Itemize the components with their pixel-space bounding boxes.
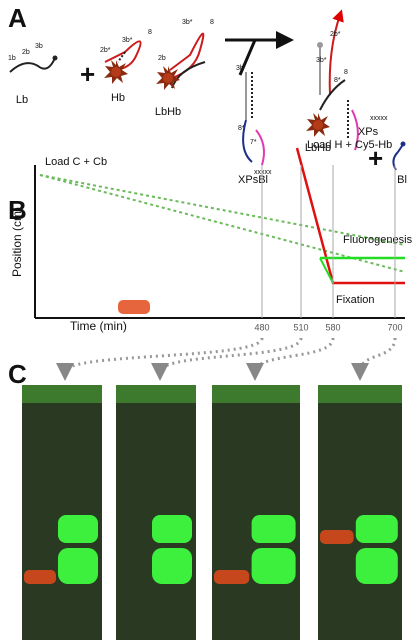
- domain-label: 3b: [236, 65, 244, 72]
- molecule-label: XPsBl: [238, 174, 268, 186]
- molecule-label: Lb: [16, 94, 28, 106]
- gel: [116, 385, 196, 640]
- domain-label: xxxxx: [254, 169, 272, 176]
- gel-band-red: [320, 530, 354, 544]
- domain-label: 2b*: [100, 47, 111, 54]
- domain-label: 8*: [334, 77, 341, 84]
- gel-well-band: [22, 385, 102, 403]
- molecule-label: Bl: [397, 174, 407, 186]
- annotation: Load C + Cb: [45, 156, 107, 168]
- annotation: Load H + Cy5-Hb: [307, 139, 392, 151]
- annotation: Fluorogenesis: [343, 234, 413, 246]
- x-axis-label: Time (min): [70, 319, 127, 333]
- gel-band-red: [214, 570, 250, 584]
- gel-band-red: [24, 570, 56, 584]
- domain-label: 8*: [238, 125, 245, 132]
- panel-label: C: [8, 359, 27, 389]
- y-axis-label: Position (cm): [10, 207, 24, 277]
- domain-label: 8: [210, 19, 214, 26]
- gel-well-band: [318, 385, 402, 403]
- domain-label: 1b: [8, 55, 16, 62]
- domain-label: 3b*: [316, 57, 327, 64]
- gel-well-band: [212, 385, 300, 403]
- molecule-label: Hb: [111, 92, 125, 104]
- gel-band-red: [118, 300, 150, 314]
- time-label: 580: [325, 322, 340, 332]
- molecule-label: LbHb: [155, 106, 181, 118]
- domain-label: 8: [148, 29, 152, 36]
- domain-label: 2b: [158, 55, 166, 62]
- plus-sign: +: [80, 59, 95, 89]
- panel-a-drawing: [9, 9, 406, 171]
- gel-band-green: [58, 515, 98, 543]
- gel-band-green: [58, 548, 98, 584]
- time-label: 510: [293, 322, 308, 332]
- gel-band-green: [355, 515, 398, 543]
- domain-label: 8: [344, 69, 348, 76]
- domain-label: 2b: [22, 49, 30, 56]
- gel-band-green: [152, 515, 192, 543]
- domain-label: 7*: [250, 139, 257, 146]
- annotation: Fixation: [336, 294, 375, 306]
- gel: [22, 385, 102, 640]
- domain-label: 3b*: [182, 19, 193, 26]
- time-label: 700: [387, 322, 402, 332]
- time-label: 480: [254, 322, 269, 332]
- gel-well-band: [116, 385, 196, 403]
- domain-label: 3b*: [122, 37, 133, 44]
- gel: [212, 385, 300, 640]
- lane-arrow: [351, 337, 397, 381]
- gel-images: [22, 300, 402, 640]
- gel-band-green: [355, 548, 398, 584]
- gel-band-green: [251, 515, 296, 543]
- molecule-label: LbHb: [305, 142, 331, 154]
- gel-band-green: [251, 548, 296, 584]
- domain-label: xxxxx: [370, 115, 388, 122]
- molecule-label: XPs: [358, 126, 379, 138]
- gel: [318, 385, 402, 640]
- panel-label: B: [8, 195, 27, 225]
- plus-sign: +: [368, 143, 383, 173]
- lane-arrow: [56, 337, 264, 381]
- lane-arrow: [246, 337, 335, 381]
- panel-label: A: [8, 3, 27, 33]
- gel-band-green: [152, 548, 192, 584]
- domain-label: 3b: [35, 43, 43, 50]
- domain-label: 2b*: [330, 31, 341, 38]
